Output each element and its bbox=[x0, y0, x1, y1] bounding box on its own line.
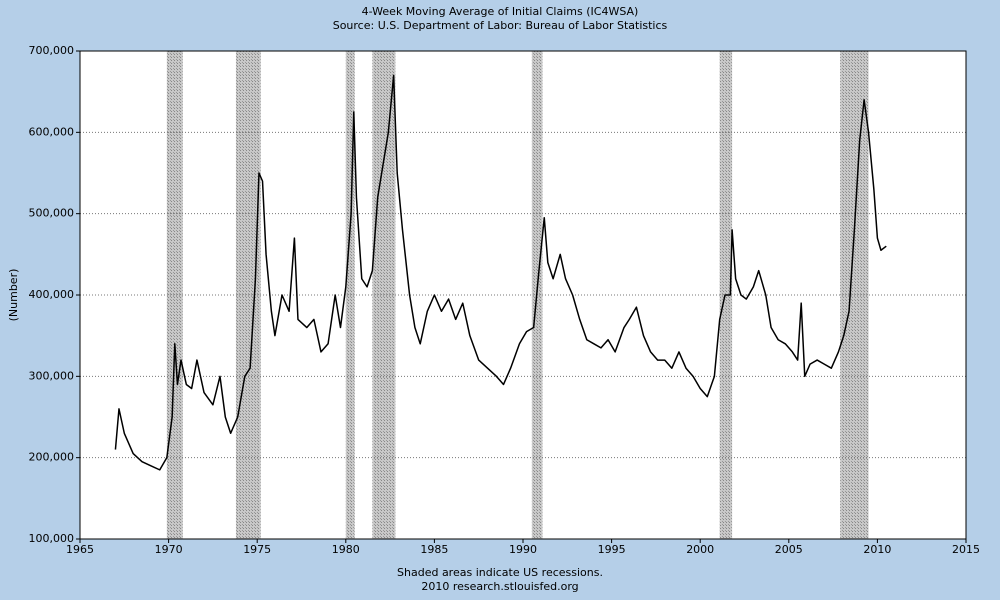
line bbox=[114, 74, 887, 471]
credit: 2010 research.stlouisfed.org bbox=[421, 580, 578, 593]
x-tick-label: 1980 bbox=[332, 543, 360, 556]
x-tick-label: 1995 bbox=[598, 543, 626, 556]
x-tick-label: 2000 bbox=[686, 543, 714, 556]
y-tick-label: 300,000 bbox=[29, 369, 75, 382]
x-tick-label: 2010 bbox=[863, 543, 891, 556]
recession-band bbox=[166, 51, 183, 539]
y-axis-label: (Number) bbox=[7, 269, 20, 322]
x-tick-label: 1985 bbox=[420, 543, 448, 556]
y-tick-label: 200,000 bbox=[29, 451, 75, 464]
x-tick-label: 1965 bbox=[66, 543, 94, 556]
y-tick-label: 700,000 bbox=[29, 44, 75, 57]
x-tick-label: 1990 bbox=[509, 543, 537, 556]
chart-subtitle: Source: U.S. Department of Labor: Bureau… bbox=[333, 19, 668, 32]
plot-border bbox=[79, 50, 967, 540]
y-tick-label: 500,000 bbox=[29, 207, 75, 220]
footnote: Shaded areas indicate US recessions. bbox=[397, 566, 603, 579]
x-tick-label: 1975 bbox=[243, 543, 271, 556]
x-tick-label: 2005 bbox=[775, 543, 803, 556]
x-tick-label: 2015 bbox=[952, 543, 980, 556]
y-tick-label: 600,000 bbox=[29, 125, 75, 138]
chart-title: 4-Week Moving Average of Initial Claims … bbox=[362, 5, 639, 18]
x-tick-label: 1970 bbox=[155, 543, 183, 556]
y-tick-label: 400,000 bbox=[29, 288, 75, 301]
y-tick-label: 100,000 bbox=[29, 532, 75, 545]
